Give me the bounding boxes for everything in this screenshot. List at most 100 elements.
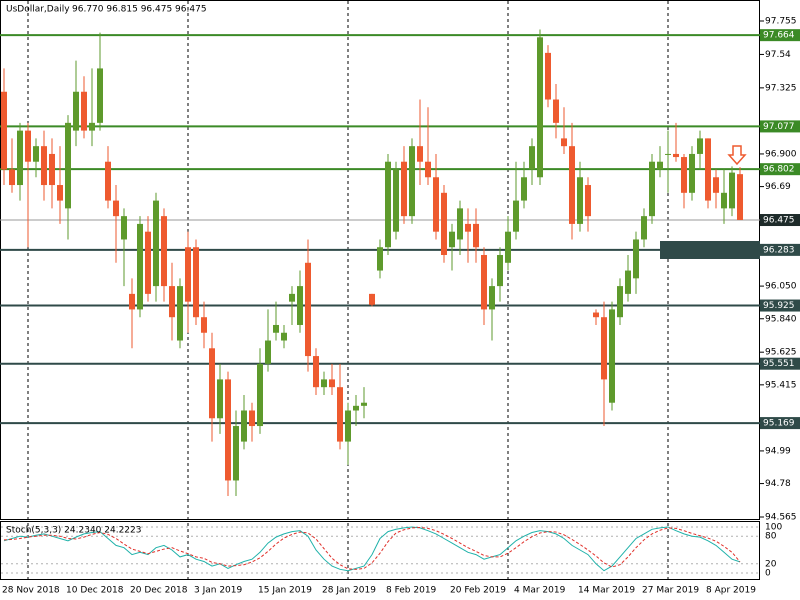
level-label: 96.283 <box>763 245 795 255</box>
level-label-box <box>760 243 800 256</box>
candle-body <box>377 247 383 271</box>
y-tick-label: 96.050 <box>765 282 797 292</box>
level-label: 96.802 <box>763 165 795 175</box>
candle-body <box>609 309 615 403</box>
candle-body <box>593 312 599 318</box>
candle-body <box>209 348 215 419</box>
candle-body <box>353 405 359 411</box>
candle-body <box>729 172 735 209</box>
candle-body <box>289 293 295 302</box>
candle-body <box>529 146 535 170</box>
candle-body <box>89 122 95 131</box>
candle-body <box>617 286 623 318</box>
candle-body <box>33 146 39 162</box>
candle-body <box>505 231 511 263</box>
candle-body <box>81 91 87 131</box>
candle-body <box>673 153 679 158</box>
quote: 96.770 96.815 96.475 96.475 <box>72 5 207 15</box>
candle-body <box>385 161 391 248</box>
indicator-tick-label: 0 <box>765 569 771 579</box>
candle-body <box>441 192 447 256</box>
indicator-line <box>3 526 741 572</box>
candle-body <box>665 153 671 155</box>
candle-body <box>585 185 591 217</box>
x-tick-label: 8 Feb 2019 <box>386 586 437 596</box>
candle-body <box>257 363 263 427</box>
candle-body <box>185 247 191 302</box>
candle-body <box>681 157 687 193</box>
candle-body <box>217 379 223 419</box>
candle-body <box>393 169 399 232</box>
candle-body <box>345 410 351 442</box>
last-price-label: 96.475 <box>763 216 795 226</box>
candle-body <box>113 200 119 217</box>
candle-body <box>513 200 519 232</box>
price-axis: 97.755 97.54 97.325 96.900 96.69 96.050 95.840… <box>760 17 800 523</box>
candle-body <box>545 52 551 100</box>
y-tick-label: 95.625 <box>765 348 797 358</box>
candle-body <box>9 169 15 186</box>
candle-body <box>641 216 647 240</box>
y-tick-label: 94.78 <box>765 479 791 489</box>
candle-body <box>537 37 543 178</box>
candle-body <box>561 138 567 147</box>
candle-body <box>497 255 503 287</box>
indicator-line <box>3 526 741 570</box>
candle-body <box>105 161 111 201</box>
y-tick-label: 96.900 <box>765 149 797 159</box>
candle-body <box>457 208 463 240</box>
x-tick-label: 28 Jan 2019 <box>322 586 376 596</box>
candle-body <box>657 161 663 170</box>
candle-body <box>705 138 711 201</box>
candle-body <box>321 379 327 388</box>
level-label-box <box>760 299 800 312</box>
candle-body <box>313 356 319 388</box>
level-label: 97.077 <box>763 122 795 132</box>
x-tick-label: 20 Dec 2018 <box>130 586 188 596</box>
candle-body <box>689 153 695 193</box>
candle-body <box>297 286 303 325</box>
x-tick-label: 15 Jan 2019 <box>258 586 312 596</box>
candle-body <box>129 293 135 310</box>
candle-body <box>721 192 727 209</box>
candle-body <box>361 402 367 406</box>
indicator-tick-label: 100 <box>765 523 782 533</box>
y-tick-label: 97.325 <box>765 83 797 93</box>
y-tick-label: 97.755 <box>765 17 797 27</box>
candle-body <box>201 317 207 333</box>
date-axis: 28 Nov 2018 10 Dec 2018 20 Dec 2018 3 Jan 2… <box>2 586 756 596</box>
candle-body <box>577 177 583 224</box>
zone-box <box>660 241 760 259</box>
candle-body <box>401 161 407 217</box>
candle-body <box>305 262 311 357</box>
candle-body <box>489 286 495 310</box>
x-tick-label: 27 Mar 2019 <box>642 586 699 596</box>
x-tick-label: 10 Dec 2018 <box>66 586 124 596</box>
candle-body <box>121 216 127 240</box>
level-label: 95.551 <box>763 359 795 369</box>
candle-body <box>633 239 639 279</box>
x-tick-label: 3 Jan 2019 <box>194 586 242 596</box>
candle-body <box>521 177 527 201</box>
level-label-box <box>760 163 800 176</box>
candle-body <box>433 177 439 232</box>
indicator-tick-label: 20 <box>765 559 777 569</box>
candle-body <box>177 286 183 341</box>
x-tick-label: 4 Mar 2019 <box>514 586 566 596</box>
x-tick-label: 14 Mar 2019 <box>578 586 635 596</box>
candle-body <box>337 387 343 442</box>
candle-body <box>97 68 103 123</box>
candle-body <box>601 317 607 380</box>
candle-body <box>409 146 415 217</box>
down-arrow <box>727 145 747 166</box>
candle-body <box>329 379 335 388</box>
candle-body <box>697 138 703 154</box>
candle-body <box>65 122 71 209</box>
level-label: 95.925 <box>763 301 795 311</box>
candle-body <box>713 177 719 193</box>
candle-body <box>369 293 375 305</box>
indicator-label: Stoch(5,3,3) 24.2340 24.2223 <box>6 526 141 536</box>
candle-body <box>265 340 271 364</box>
